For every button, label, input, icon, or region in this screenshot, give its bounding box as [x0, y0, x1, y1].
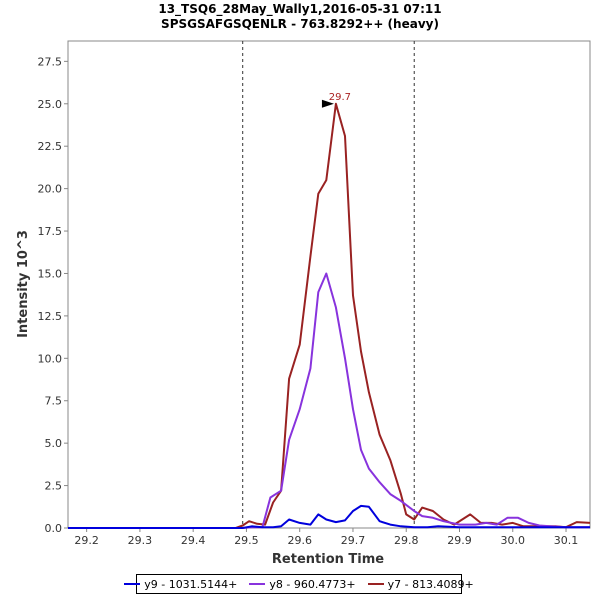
- peak-label: 29.7: [329, 92, 351, 103]
- series-lines: [68, 102, 591, 529]
- legend-label-y8: y8 - 960.4773+: [269, 577, 356, 591]
- y-tick-label: 5.0: [45, 437, 63, 450]
- legend-item-y8: y8 - 960.4773+: [249, 577, 356, 591]
- legend-swatch-y7: [367, 583, 384, 585]
- y-tick-label: 27.5: [38, 55, 63, 68]
- series-line-y9: [68, 504, 590, 529]
- y-tick-label: 22.5: [38, 140, 63, 153]
- x-tick-label: 30.0: [501, 534, 526, 547]
- peak-annotation: 29.7: [321, 92, 351, 108]
- y-axis-label: Intensity 10^3: [16, 230, 31, 338]
- y-tick-label: 0.0: [45, 522, 63, 535]
- x-axis: 29.2 29.3 29.4 29.5 29.6 29.7 29.8 29.9 30.0 30.1: [74, 528, 578, 547]
- x-axis-label: Retention Time: [272, 552, 384, 567]
- y-tick-label: 17.5: [38, 225, 63, 238]
- y-axis: 0.0 2.5 5.0 7.5 10.0 12.5 15.0 17.5 20.0 22.5 25.0…: [38, 55, 68, 535]
- y-tick-label: 2.5: [45, 480, 63, 493]
- x-tick-label: 29.7: [341, 534, 366, 547]
- y-tick-label: 12.5: [38, 310, 63, 323]
- x-tick-label: 30.1: [554, 534, 579, 547]
- legend-label-y9: y9 - 1031.5144+: [144, 577, 238, 591]
- x-tick-label: 29.2: [74, 534, 99, 547]
- x-tick-label: 29.6: [287, 534, 312, 547]
- peak-marker-arrow: [321, 99, 334, 108]
- x-tick-label: 29.8: [394, 534, 419, 547]
- legend-label-y7: y7 - 813.4089+: [387, 577, 474, 591]
- y-tick-label: 10.0: [38, 352, 63, 365]
- x-tick-label: 29.4: [181, 534, 206, 547]
- y-tick-label: 7.5: [45, 395, 63, 408]
- chart-title-line2: SPSGSAFGSQENLR - 763.8292++ (heavy): [161, 17, 439, 31]
- y-tick-label: 15.0: [38, 267, 63, 280]
- legend-swatch-y8: [249, 583, 266, 585]
- y-tick-label: 20.0: [38, 183, 63, 196]
- chart-title-line1: 13_TSQ6_28May_Wally1,2016-05-31 07:11: [158, 2, 441, 17]
- x-tick-label: 29.9: [447, 534, 472, 547]
- series-line-y7: [68, 102, 591, 529]
- series-line-y8: [68, 272, 590, 529]
- legend-swatch-y9: [124, 583, 141, 585]
- legend-item-y9: y9 - 1031.5144+: [124, 578, 237, 591]
- x-tick-label: 29.5: [234, 534, 259, 547]
- legend: y9 - 1031.5144+ y8 - 960.4773+ y7 - 813.…: [124, 574, 474, 594]
- y-tick-label: 25.0: [38, 98, 63, 111]
- legend-item-y7: y7 - 813.4089+: [367, 577, 474, 591]
- x-tick-label: 29.3: [128, 534, 153, 547]
